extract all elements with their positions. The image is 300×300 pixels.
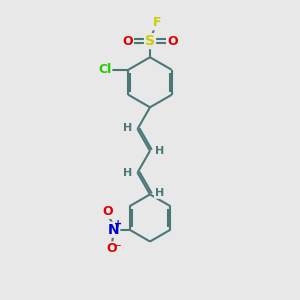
Text: O: O <box>167 34 178 48</box>
Text: S: S <box>145 34 155 48</box>
Text: N: N <box>108 223 119 237</box>
Text: H: H <box>155 146 164 156</box>
Text: F: F <box>152 16 161 29</box>
Text: +: + <box>114 219 122 230</box>
Text: H: H <box>123 123 133 133</box>
Text: H: H <box>155 188 164 198</box>
Text: O: O <box>122 34 133 48</box>
Text: Cl: Cl <box>98 63 111 76</box>
Text: ⁻: ⁻ <box>115 242 121 255</box>
Text: O: O <box>106 242 117 255</box>
Text: O: O <box>102 205 113 218</box>
Text: H: H <box>123 168 133 178</box>
